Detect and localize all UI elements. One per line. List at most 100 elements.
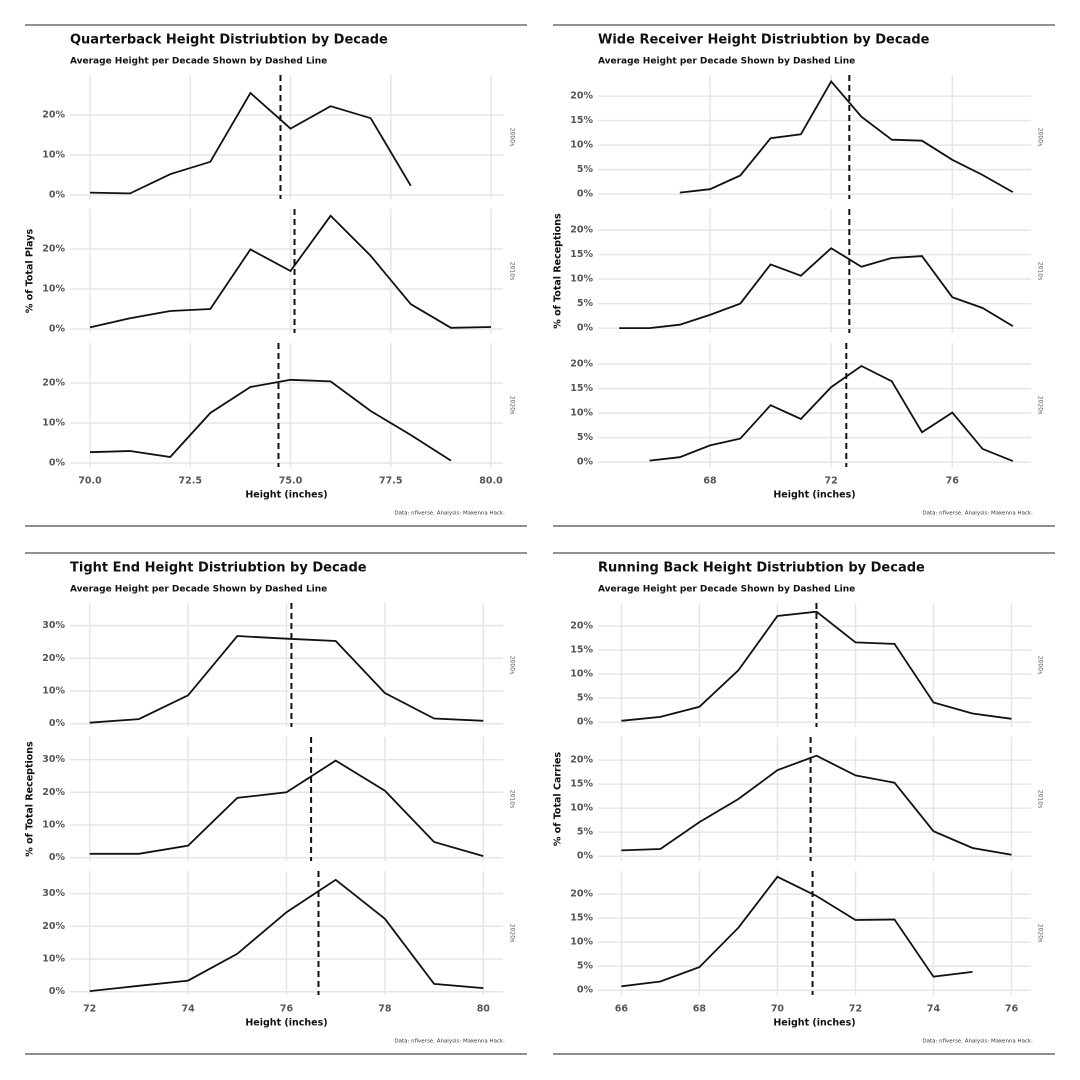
data-line xyxy=(89,878,484,992)
y-tick-label: 20% xyxy=(42,378,65,389)
x-tick-label: 76 xyxy=(280,1004,294,1015)
y-tick-label: 15% xyxy=(570,383,593,394)
y-tick-label: 15% xyxy=(570,249,593,260)
y-tick-label: 20% xyxy=(42,244,65,255)
y-tick-label: 10% xyxy=(570,408,593,419)
y-tick-label: 0% xyxy=(49,852,66,863)
x-tick-label: 76 xyxy=(1005,1004,1019,1015)
y-axis-label: % of Total Carries xyxy=(553,752,564,847)
facet-label: 2020s xyxy=(509,396,516,414)
x-axis-label: Height (inches) xyxy=(245,1018,327,1029)
y-tick-label: 0% xyxy=(577,457,594,468)
y-tick-label: 30% xyxy=(42,888,65,899)
y-tick-label: 5% xyxy=(577,827,594,838)
x-tick-label: 74 xyxy=(181,1004,195,1015)
data-line xyxy=(649,364,1014,462)
x-tick-label: 72 xyxy=(849,1004,862,1015)
facet-label: 2020s xyxy=(1037,924,1044,942)
chart-title: Running Back Height Distriubtion by Deca… xyxy=(598,561,925,576)
y-tick-label: 10% xyxy=(570,140,593,151)
y-tick-label: 15% xyxy=(570,913,593,924)
data-line xyxy=(621,875,973,988)
y-tick-label: 5% xyxy=(577,961,594,972)
facet-label: 2010s xyxy=(509,262,516,280)
y-tick-label: 20% xyxy=(570,91,593,102)
data-line xyxy=(679,79,1014,194)
y-tick-label: 15% xyxy=(570,779,593,790)
facet-label: 2010s xyxy=(509,790,516,808)
y-tick-label: 0% xyxy=(577,323,594,334)
caption: Data: nflverse. Analysis: Makenna Hack. xyxy=(922,511,1033,517)
y-tick-label: 20% xyxy=(570,621,593,632)
y-tick-label: 20% xyxy=(570,225,593,236)
y-tick-label: 20% xyxy=(570,889,593,900)
facet-label: 2020s xyxy=(1037,396,1044,414)
facet-label: 2010s xyxy=(1037,262,1044,280)
y-tick-label: 20% xyxy=(570,755,593,766)
y-tick-label: 10% xyxy=(42,820,65,831)
x-tick-label: 70.0 xyxy=(78,476,102,487)
x-tick-label: 70 xyxy=(771,1004,785,1015)
y-tick-label: 15% xyxy=(570,115,593,126)
x-tick-label: 72.5 xyxy=(179,476,202,487)
y-tick-label: 0% xyxy=(49,458,66,469)
x-tick-label: 78 xyxy=(378,1004,392,1015)
x-axis-label: Height (inches) xyxy=(245,490,327,501)
chart-subtitle: Average Height per Decade Shown by Dashe… xyxy=(70,585,327,595)
data-line xyxy=(89,635,484,724)
x-tick-label: 76 xyxy=(946,476,960,487)
chart-panel: Wide Receiver Height Distriubtion by Dec… xyxy=(553,24,1055,527)
data-line xyxy=(89,759,484,857)
y-tick-label: 20% xyxy=(42,110,65,121)
caption: Data: nflverse. Analysis: Makenna Hack. xyxy=(922,1039,1033,1045)
x-tick-label: 72 xyxy=(825,476,838,487)
y-tick-label: 30% xyxy=(42,754,65,765)
y-tick-label: 30% xyxy=(42,620,65,631)
data-line xyxy=(619,247,1014,329)
y-tick-label: 20% xyxy=(570,359,593,370)
x-tick-label: 68 xyxy=(703,476,717,487)
chart-panel: Quarterback Height Distriubtion by Decad… xyxy=(25,24,527,527)
y-tick-label: 5% xyxy=(577,298,594,309)
y-tick-label: 20% xyxy=(42,921,65,932)
y-tick-label: 15% xyxy=(570,645,593,656)
y-axis-label: % of Total Receptions xyxy=(25,741,36,857)
chart-title: Tight End Height Distriubtion by Decade xyxy=(70,561,367,576)
y-tick-label: 0% xyxy=(577,985,594,996)
x-tick-label: 72 xyxy=(83,1004,96,1015)
data-line xyxy=(621,610,1012,722)
y-tick-label: 10% xyxy=(570,274,593,285)
data-line xyxy=(89,378,452,462)
x-axis-label: Height (inches) xyxy=(773,490,855,501)
y-tick-label: 0% xyxy=(577,851,594,862)
chart-title: Wide Receiver Height Distriubtion by Dec… xyxy=(598,33,930,48)
x-axis-label: Height (inches) xyxy=(773,1018,855,1029)
y-tick-label: 5% xyxy=(577,693,594,704)
x-tick-label: 75.0 xyxy=(279,476,303,487)
x-tick-label: 68 xyxy=(693,1004,707,1015)
data-line xyxy=(621,754,1012,856)
y-axis-label: % of Total Plays xyxy=(25,229,36,314)
y-tick-label: 10% xyxy=(42,954,65,965)
y-tick-label: 20% xyxy=(42,787,65,798)
facet-label: 2010s xyxy=(1037,790,1044,808)
y-tick-label: 0% xyxy=(577,717,594,728)
y-axis-label: % of Total Receptions xyxy=(553,213,564,329)
y-tick-label: 0% xyxy=(49,986,66,997)
chart-subtitle: Average Height per Decade Shown by Dashe… xyxy=(598,585,855,595)
facet-label: 2000s xyxy=(1037,128,1044,146)
facet-label: 2000s xyxy=(509,128,516,146)
chart-panel: Running Back Height Distriubtion by Deca… xyxy=(553,552,1055,1055)
y-tick-label: 10% xyxy=(42,284,65,295)
y-tick-label: 5% xyxy=(577,164,594,175)
data-line xyxy=(89,214,492,329)
y-tick-label: 10% xyxy=(570,803,593,814)
y-tick-label: 10% xyxy=(570,937,593,948)
y-tick-label: 10% xyxy=(570,669,593,680)
y-tick-label: 10% xyxy=(42,150,65,161)
facet-label: 2000s xyxy=(1037,656,1044,674)
y-tick-label: 5% xyxy=(577,432,594,443)
y-tick-label: 0% xyxy=(577,189,594,200)
y-tick-label: 10% xyxy=(42,686,65,697)
